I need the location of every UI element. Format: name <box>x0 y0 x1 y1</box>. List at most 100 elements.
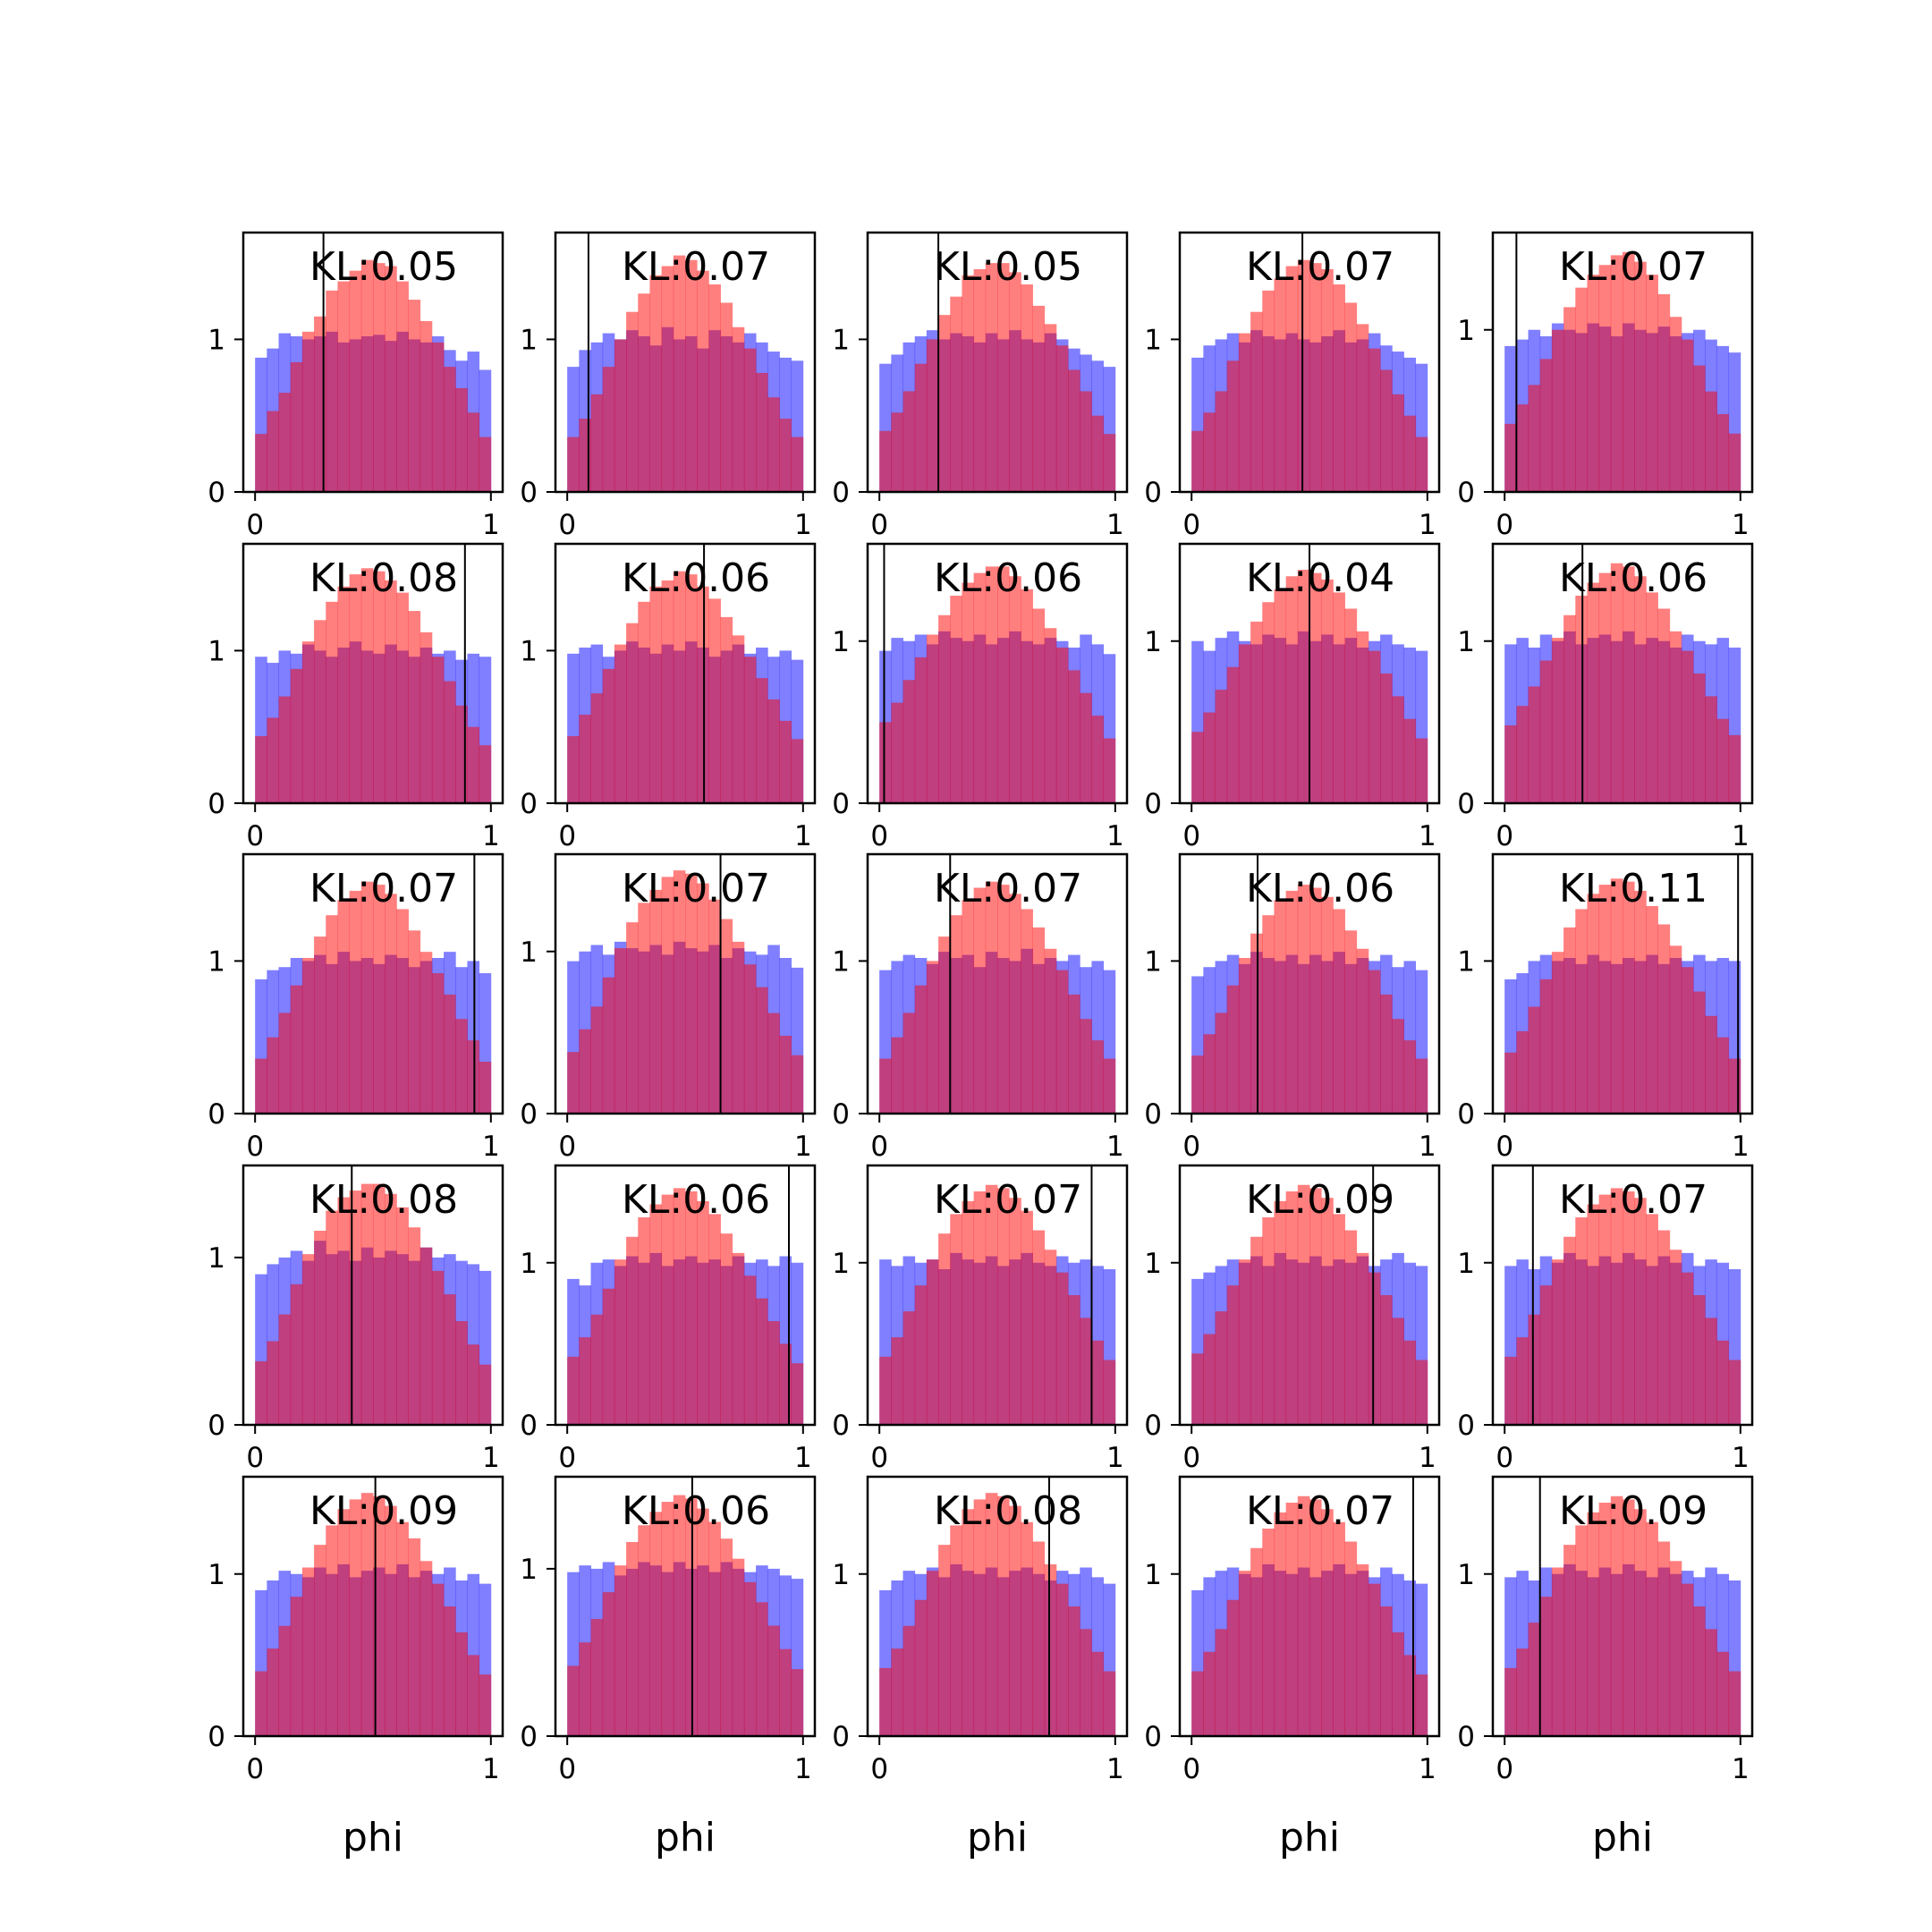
red-bar <box>614 1259 627 1425</box>
axes-frame <box>242 231 504 494</box>
red-bar <box>791 1669 804 1736</box>
red-bar <box>479 1364 492 1425</box>
axes-frame <box>242 852 504 1115</box>
red-bar <box>1091 1040 1105 1114</box>
y-tick-label: 0 <box>1144 1098 1162 1131</box>
y-tick-label: 1 <box>1144 1248 1162 1280</box>
red-bar <box>791 436 804 492</box>
x-tick-label: 1 <box>482 820 500 852</box>
red-bar <box>926 1571 939 1736</box>
red-bar <box>431 973 445 1114</box>
histogram-panel-18: 0 1 0 1 KL:0.07 <box>832 1164 1129 1474</box>
y-tick-label: 0 <box>832 788 850 820</box>
red-bar <box>1646 275 1658 492</box>
y-tick-label: 0 <box>1144 788 1162 820</box>
red-bar <box>396 909 409 1114</box>
red-bar <box>1598 572 1612 803</box>
red-bar <box>1634 576 1647 803</box>
red-bar <box>431 1270 445 1425</box>
red-bar <box>1728 1671 1741 1736</box>
red-bar <box>649 1204 663 1425</box>
red-bar <box>1333 909 1345 1114</box>
red-bar <box>938 1545 951 1736</box>
histogram-panel-10: 0 1 0 1 KL:0.06 <box>1457 542 1754 852</box>
red-bar <box>1551 1259 1564 1425</box>
axes-frame <box>242 542 504 805</box>
x-tick-label: 0 <box>1182 1131 1200 1163</box>
red-bar <box>1080 692 1092 803</box>
red-bar <box>661 877 674 1114</box>
red-bar <box>1344 608 1358 803</box>
red-bar <box>891 702 903 803</box>
red-bar <box>1598 1503 1612 1736</box>
red-bar <box>1021 1521 1033 1736</box>
red-bar <box>408 300 421 492</box>
red-bar <box>1250 1236 1263 1425</box>
x-tick-label: 1 <box>794 1753 812 1785</box>
x-tick-label: 1 <box>1732 1753 1750 1785</box>
red-bar <box>1657 608 1671 803</box>
red-bar <box>1250 1547 1263 1736</box>
red-bar <box>1693 991 1706 1114</box>
red-bar <box>1415 1058 1428 1114</box>
red-bar <box>1250 311 1263 492</box>
kl-annotation: KL:0.07 <box>309 866 458 911</box>
kl-annotation: KL:0.05 <box>309 244 458 290</box>
axes-frame <box>1178 852 1441 1115</box>
axes-frame <box>1491 852 1754 1115</box>
red-bar <box>1274 900 1287 1114</box>
red-bar <box>720 616 733 803</box>
red-bar <box>1539 1597 1553 1736</box>
red-bar <box>1021 1210 1033 1425</box>
y-tick-label: 1 <box>520 635 538 667</box>
red-bar <box>419 1247 433 1425</box>
red-bar <box>1032 927 1046 1114</box>
y-tick-label: 0 <box>208 1721 225 1753</box>
red-bar <box>1191 1671 1204 1736</box>
red-bar <box>626 1236 639 1425</box>
red-bar <box>779 1036 792 1114</box>
red-bar <box>360 259 374 492</box>
x-tick-label: 1 <box>1419 820 1436 852</box>
y-tick-label: 1 <box>1457 1559 1475 1591</box>
x-tick-label: 0 <box>1496 1442 1513 1474</box>
red-bar <box>1080 1318 1092 1425</box>
red-bar <box>1068 670 1080 803</box>
kl-annotation: KL:0.08 <box>309 555 458 601</box>
y-tick-label: 0 <box>208 1410 225 1442</box>
red-bar <box>290 1284 303 1425</box>
red-bar <box>360 568 374 803</box>
red-bar <box>926 339 939 492</box>
x-tick-label: 0 <box>558 1131 576 1163</box>
y-tick-label: 1 <box>832 324 850 356</box>
red-bar <box>997 263 1010 492</box>
red-bar <box>1055 1272 1069 1425</box>
red-bar <box>1415 1674 1428 1736</box>
red-bar <box>579 715 591 803</box>
red-bar <box>1392 1632 1404 1736</box>
red-bar <box>756 987 768 1114</box>
red-bar <box>1009 576 1021 803</box>
red-bar <box>1080 391 1092 492</box>
red-bar <box>1238 958 1251 1114</box>
red-bar <box>1403 415 1417 492</box>
y-tick-label: 1 <box>1144 1559 1162 1591</box>
red-bar <box>1587 582 1600 803</box>
red-bar <box>1380 1295 1393 1425</box>
red-bar <box>708 899 721 1114</box>
histogram-panel-20: 0 1 0 1 KL:0.07 <box>1457 1164 1754 1474</box>
y-tick-label: 1 <box>520 936 538 969</box>
red-bar <box>1091 716 1105 803</box>
x-tick-label: 1 <box>794 820 812 852</box>
red-bar <box>1068 994 1080 1114</box>
axes-frame <box>1491 1164 1754 1427</box>
axes-frame <box>866 1164 1129 1427</box>
red-bar <box>255 1671 267 1736</box>
red-bar <box>1610 563 1623 803</box>
red-bar <box>301 641 315 803</box>
red-bar <box>902 1625 916 1736</box>
red-bar <box>602 1288 615 1425</box>
y-tick-label: 1 <box>1457 945 1475 978</box>
red-bar <box>1716 414 1730 492</box>
red-bar <box>602 668 615 803</box>
